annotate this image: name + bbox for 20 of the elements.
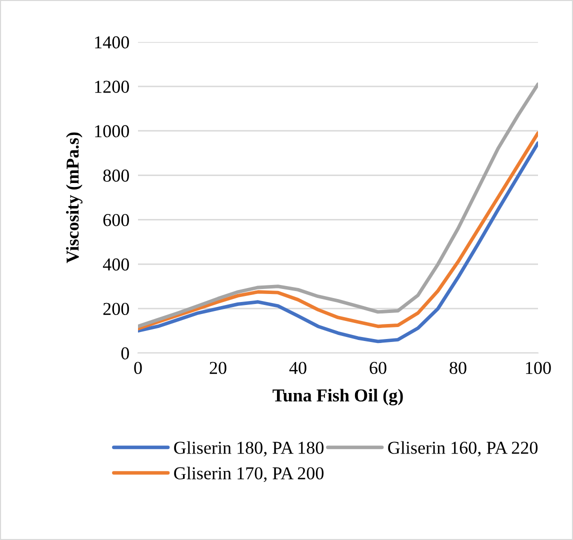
y-tick-label: 1200: [95, 80, 129, 93]
y-tick-label: 800: [103, 170, 129, 182]
y-tick-label: 0: [121, 347, 129, 360]
legend-label: Gliserin 170, PA 200: [174, 466, 324, 482]
y-tick-label: 1000: [95, 125, 129, 138]
y-tick-label: 1400: [95, 36, 129, 48]
line-series: [138, 82, 538, 328]
x-tick-label: 20: [210, 362, 226, 374]
legend-label: Gliserin 160, PA 220: [388, 441, 538, 456]
x-tick-label: 60: [370, 362, 386, 374]
y-axis-title: Viscosity (mPa.s): [66, 132, 82, 264]
x-axis-title: Tuna Fish Oil (g): [272, 388, 403, 406]
y-tick-label: 400: [102, 258, 129, 271]
x-tick-label: 40: [289, 362, 306, 374]
x-tick-label: 0: [134, 362, 142, 374]
legend-label: Gliserin 180, PA 180: [174, 441, 324, 456]
y-tick-label: 600: [103, 214, 129, 226]
x-tick-label: 80: [450, 362, 466, 374]
x-tick-label: 100: [526, 362, 551, 374]
y-tick-label: 200: [103, 302, 129, 316]
